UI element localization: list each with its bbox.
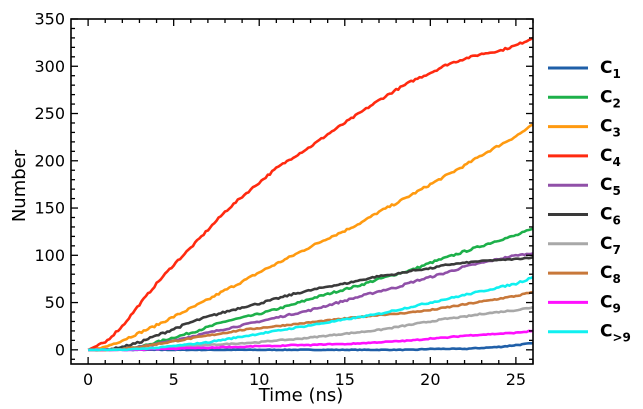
y-axis-title: Number <box>9 149 30 222</box>
legend: C1 C2 C3 C4 C5 C6 C7 C8 C9 C>9 <box>548 58 631 345</box>
series-line-C9 <box>88 329 534 352</box>
series-line-C>9 <box>88 275 534 352</box>
x-axis-title: Time (ns) <box>258 385 344 406</box>
x-tick-label: 10 <box>249 370 269 389</box>
y-tick-label: 100 <box>34 246 65 265</box>
legend-label-C3: C3 <box>600 117 621 140</box>
x-tick-label: 20 <box>420 370 440 389</box>
x-tick-label: 0 <box>83 370 93 389</box>
x-tick-label: 15 <box>335 370 355 389</box>
series-line-C8 <box>88 290 534 352</box>
x-tick-label: 25 <box>506 370 526 389</box>
series-line-C4 <box>87 36 534 352</box>
legend-label-C>9: C>9 <box>600 322 631 345</box>
legend-label-C8: C8 <box>600 263 621 286</box>
y-tick-label: 150 <box>34 199 65 218</box>
y-tick-label: 0 <box>55 340 65 359</box>
legend-label-C5: C5 <box>600 175 621 198</box>
legend-label-C6: C6 <box>600 205 621 228</box>
legend-label-C4: C4 <box>600 146 621 169</box>
series-line-C2 <box>88 227 534 352</box>
y-tick-label: 50 <box>45 293 65 312</box>
legend-label-C9: C9 <box>600 292 621 315</box>
y-tick-label: 350 <box>34 10 65 29</box>
plot-frame <box>70 18 534 365</box>
series-line-C6 <box>88 255 534 352</box>
legend-label-C1: C1 <box>600 58 621 81</box>
y-tick-label: 300 <box>34 57 65 76</box>
x-tick-label: 5 <box>169 370 179 389</box>
y-tick-label: 200 <box>34 151 65 170</box>
legend-label-C7: C7 <box>600 234 621 257</box>
series-line-C3 <box>87 123 534 352</box>
y-tick-label: 250 <box>34 104 65 123</box>
legend-label-C2: C2 <box>600 87 621 110</box>
